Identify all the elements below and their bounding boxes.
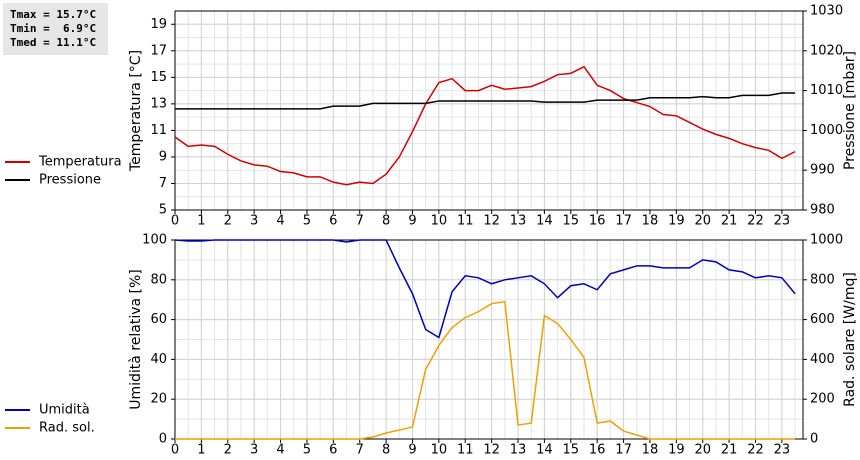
y-tick-label: 40 bbox=[150, 352, 167, 367]
y-tick-label: 0 bbox=[159, 432, 167, 447]
y2-tick-label: 990 bbox=[810, 163, 835, 178]
y2-tick-label: 800 bbox=[810, 272, 835, 287]
x-tick-label: 5 bbox=[303, 443, 311, 458]
y-axis-label: Umidità relativa [%] bbox=[128, 269, 144, 410]
x-tick-label: 0 bbox=[171, 214, 179, 229]
y2-tick-label: 600 bbox=[810, 312, 835, 327]
x-tick-label: 12 bbox=[483, 443, 500, 458]
y-tick-label: 80 bbox=[150, 272, 167, 287]
x-tick-label: 2 bbox=[224, 214, 232, 229]
y2-axis-label: Pressione [mbar] bbox=[842, 51, 858, 170]
x-tick-label: 10 bbox=[431, 214, 448, 229]
x-tick-label: 3 bbox=[250, 443, 258, 458]
data-line bbox=[174, 65, 796, 186]
x-tick-label: 16 bbox=[589, 443, 606, 458]
x-tick-label: 1 bbox=[197, 443, 205, 458]
x-tick-label: 6 bbox=[329, 214, 337, 229]
x-tick-label: 19 bbox=[668, 443, 685, 458]
x-tick-label: 20 bbox=[694, 214, 711, 229]
x-tick-label: 23 bbox=[774, 214, 791, 229]
y-tick-label: 100 bbox=[142, 233, 167, 248]
y-tick-label: 9 bbox=[159, 149, 167, 164]
y2-tick-label: 1000 bbox=[810, 123, 843, 138]
x-tick-label: 0 bbox=[171, 443, 179, 458]
x-tick-label: 22 bbox=[747, 443, 764, 458]
x-tick-label: 7 bbox=[356, 214, 364, 229]
x-tick-label: 14 bbox=[536, 214, 553, 229]
legend-label: Umidità bbox=[39, 403, 90, 418]
y-tick-label: 7 bbox=[159, 176, 167, 191]
y-tick-label: 17 bbox=[150, 43, 167, 58]
y-tick-label: 15 bbox=[150, 70, 167, 85]
x-tick-label: 21 bbox=[721, 214, 738, 229]
legend-label: Temperatura bbox=[38, 155, 122, 170]
y-tick-label: 19 bbox=[150, 17, 167, 32]
x-tick-label: 18 bbox=[642, 214, 659, 229]
x-tick-label: 1 bbox=[197, 214, 205, 229]
x-tick-label: 13 bbox=[510, 214, 527, 229]
stat-line: Tmed = 11.1°C bbox=[10, 36, 96, 49]
data-line bbox=[174, 239, 796, 339]
x-tick-label: 17 bbox=[615, 214, 632, 229]
y-tick-label: 13 bbox=[150, 96, 167, 111]
x-tick-label: 4 bbox=[276, 214, 284, 229]
y2-axis-label: Rad. solare [W/mq] bbox=[842, 272, 858, 407]
x-tick-label: 12 bbox=[483, 214, 500, 229]
x-tick-label: 18 bbox=[642, 443, 659, 458]
x-tick-label: 8 bbox=[382, 214, 390, 229]
x-tick-label: 9 bbox=[408, 214, 416, 229]
x-tick-label: 13 bbox=[510, 443, 527, 458]
x-tick-label: 11 bbox=[457, 214, 474, 229]
x-tick-label: 20 bbox=[694, 443, 711, 458]
x-tick-label: 7 bbox=[356, 443, 364, 458]
stat-line: Tmin = 6.9°C bbox=[10, 22, 96, 35]
x-tick-label: 15 bbox=[563, 214, 580, 229]
y-tick-label: 11 bbox=[150, 123, 167, 138]
stat-line: Tmax = 15.7°C bbox=[10, 8, 96, 21]
legend-label: Rad. sol. bbox=[39, 421, 95, 436]
x-tick-label: 16 bbox=[589, 214, 606, 229]
x-tick-label: 17 bbox=[615, 443, 632, 458]
y2-tick-label: 1010 bbox=[810, 83, 843, 98]
x-tick-label: 3 bbox=[250, 214, 258, 229]
y-tick-label: 5 bbox=[159, 203, 167, 218]
y2-tick-label: 200 bbox=[810, 392, 835, 407]
stats-box bbox=[3, 3, 108, 55]
x-tick-label: 15 bbox=[563, 443, 580, 458]
plot-frame bbox=[174, 10, 804, 211]
y2-tick-label: 400 bbox=[810, 352, 835, 367]
x-tick-label: 6 bbox=[329, 443, 337, 458]
x-tick-label: 8 bbox=[382, 443, 390, 458]
y2-tick-label: 1030 bbox=[810, 4, 843, 19]
x-tick-label: 5 bbox=[303, 214, 311, 229]
x-tick-label: 10 bbox=[431, 443, 448, 458]
x-tick-label: 11 bbox=[457, 443, 474, 458]
data-line bbox=[175, 300, 796, 440]
x-tick-label: 19 bbox=[668, 214, 685, 229]
y-axis-label: Temperatura [°C] bbox=[128, 50, 144, 172]
x-tick-label: 4 bbox=[276, 443, 284, 458]
x-tick-label: 21 bbox=[721, 443, 738, 458]
x-tick-label: 9 bbox=[408, 443, 416, 458]
y2-tick-label: 1000 bbox=[810, 233, 843, 248]
data-line bbox=[175, 92, 796, 110]
x-tick-label: 2 bbox=[224, 443, 232, 458]
x-tick-label: 14 bbox=[536, 443, 553, 458]
plot-frame bbox=[174, 239, 804, 440]
y-tick-label: 20 bbox=[150, 392, 167, 407]
y2-tick-label: 0 bbox=[810, 432, 818, 447]
x-tick-label: 23 bbox=[774, 443, 791, 458]
y-tick-label: 60 bbox=[150, 312, 167, 327]
legend-label: Pressione bbox=[39, 173, 101, 188]
y2-tick-label: 1020 bbox=[810, 43, 843, 58]
y2-tick-label: 980 bbox=[810, 203, 835, 218]
x-tick-label: 22 bbox=[747, 214, 764, 229]
